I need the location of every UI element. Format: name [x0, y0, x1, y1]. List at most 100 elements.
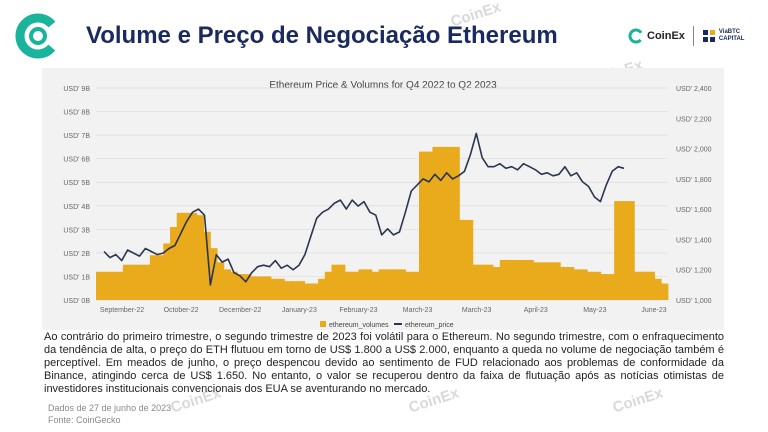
x-tick-label: December-22 [219, 307, 262, 314]
volume-bar [122, 264, 131, 300]
volume-bar [331, 264, 339, 300]
volume-bar [196, 215, 205, 300]
volume-bar [385, 269, 393, 300]
volume-bar [116, 271, 124, 300]
volume-bar [109, 271, 117, 300]
volume-bar [466, 219, 474, 300]
volume-bar [493, 267, 501, 300]
left-tick-label: USD' 5B [63, 180, 90, 187]
volume-bar [607, 274, 615, 300]
description-paragraph: Ao contrário do primeiro trimestre, o se… [44, 331, 724, 395]
volume-bar [526, 259, 534, 300]
left-axis: USD' 0B USD' 1B USD' 2B USD' 3B USD' 4B USD' … [63, 86, 90, 305]
volume-bar [338, 264, 346, 300]
volume-bar [459, 219, 467, 300]
legend-price-label: ethereum_price [405, 322, 454, 329]
left-tick-label: USD' 7B [63, 133, 90, 140]
left-tick-label: USD' 6B [63, 157, 90, 164]
chart-legend: ethereum_volumes ethereum_price [320, 321, 454, 329]
volume-bar [378, 269, 386, 300]
left-tick-label: USD' 2B [63, 251, 90, 258]
volume-bar [546, 262, 554, 300]
volume-bar [324, 271, 332, 300]
volume-bar [270, 278, 279, 300]
volume-series [96, 146, 669, 300]
volume-bar [634, 271, 642, 300]
brand-logos: CoinEx ViaBTC CAPITAL [628, 25, 744, 47]
volume-bar [257, 276, 265, 300]
volume-bar [203, 231, 211, 300]
volume-bar [297, 281, 306, 300]
right-tick-label: USD' 2,200 [676, 116, 712, 123]
volume-bar [506, 259, 514, 300]
eth-price-volume-chart: Ethereum Price & Volumns for Q4 2022 to … [63, 80, 712, 329]
volume-bar [102, 271, 110, 300]
brand-divider [692, 26, 694, 46]
right-tick-label: USD' 1,800 [676, 177, 712, 184]
left-tick-label: USD' 8B [63, 110, 90, 117]
price-series [103, 132, 625, 286]
volume-bar [627, 201, 635, 300]
volume-bar [244, 274, 252, 300]
volume-bar [351, 271, 359, 300]
right-tick-label: USD' 1,600 [676, 207, 712, 214]
price-line [103, 132, 625, 286]
volume-bar [573, 269, 581, 300]
volume-bar [156, 255, 164, 300]
volume-bar [264, 276, 272, 300]
x-tick-label: January-23 [282, 307, 317, 314]
volume-bar [513, 259, 521, 300]
volume-bar [250, 276, 258, 300]
volume-bar [371, 271, 380, 300]
volume-bar [580, 269, 588, 300]
volume-bar [143, 264, 151, 300]
volume-bar [593, 271, 602, 300]
x-tick-label: March-23 [403, 307, 433, 314]
volume-bar [230, 271, 238, 300]
volume-bar [304, 283, 312, 300]
volume-bar [96, 271, 104, 300]
legend-volume-label: ethereum_volumes [329, 322, 389, 329]
volume-bar [560, 267, 568, 300]
x-tick-label: March-23 [462, 307, 492, 314]
right-tick-label: USD' 1,400 [676, 237, 712, 244]
volume-bar [614, 201, 622, 300]
volume-bar [176, 212, 184, 300]
x-tick-label: June-23 [641, 307, 666, 314]
volume-bar [277, 278, 285, 300]
left-tick-label: USD' 0B [63, 298, 90, 305]
x-tick-label: September-22 [100, 307, 144, 314]
volume-bar [136, 264, 144, 300]
x-axis: September-22 October-22 December-22 January… [100, 307, 667, 314]
volume-bar [217, 262, 225, 300]
volume-bar [318, 278, 326, 300]
right-tick-label: USD' 2,000 [676, 147, 712, 154]
volume-bar [358, 269, 366, 300]
page-title: Volume e Preço de Negociação Ethereum [86, 22, 558, 49]
volume-bar [311, 283, 319, 300]
volume-bar [499, 259, 507, 300]
right-tick-label: USD' 2,400 [676, 86, 712, 93]
viabtc-brand: ViaBTC CAPITAL [702, 29, 744, 43]
left-tick-label: USD' 4B [63, 204, 90, 211]
volume-bar [223, 269, 231, 300]
volume-bar [654, 278, 662, 300]
volume-bar [445, 146, 454, 300]
volume-bar [519, 259, 528, 300]
right-tick-label: USD' 1,000 [676, 298, 712, 305]
volume-bar [540, 262, 548, 300]
volume-bar [210, 248, 218, 300]
volume-bar [533, 262, 541, 300]
volume-bar [425, 151, 433, 300]
viabtc-brand-line1: ViaBTC [718, 29, 741, 35]
volume-bar [661, 283, 669, 300]
x-tick-label: October-22 [164, 307, 199, 314]
volume-bar [620, 201, 629, 300]
volume-bar [190, 212, 198, 300]
volume-bar [553, 262, 561, 300]
volume-bar [439, 146, 447, 300]
volume-bar [600, 274, 608, 300]
volume-bar [452, 146, 460, 300]
volume-bar [163, 243, 171, 300]
volume-bar [641, 271, 649, 300]
